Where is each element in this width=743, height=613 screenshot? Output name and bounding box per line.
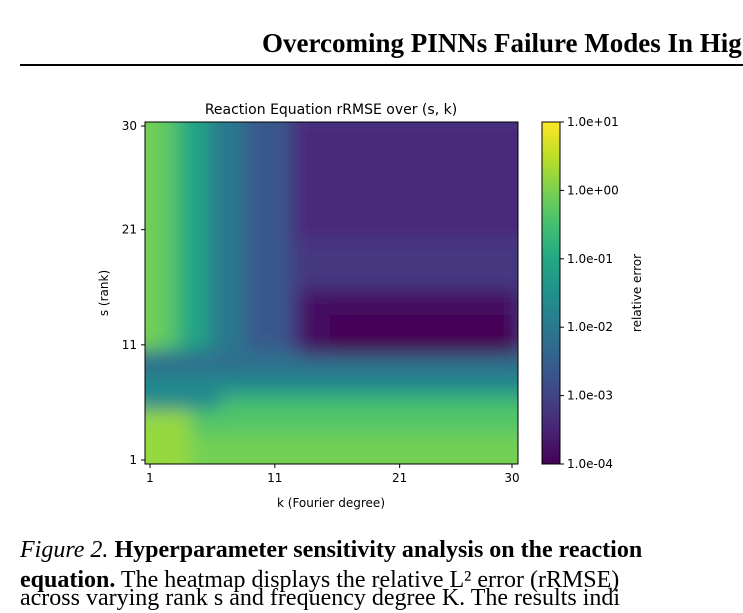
y-tick-label: 1 xyxy=(129,453,137,467)
y-axis-label: s (rank) xyxy=(97,270,111,316)
caption-label: Figure 2. xyxy=(20,537,109,563)
x-tick-label: 1 xyxy=(146,471,154,485)
caption-text-2: The heatmap displays the relative L² err… xyxy=(115,567,620,593)
x-tick-label: 21 xyxy=(392,471,407,485)
x-tick-label: 30 xyxy=(504,471,519,485)
colorbar-ticks: 1.0e+01 1.0e+00 1.0e-01 1.0e-02 1.0e-03 1.0e-… xyxy=(560,115,619,471)
caption-line-3: across varying rank s and frequency degr… xyxy=(20,583,740,613)
colorbar xyxy=(541,121,561,465)
caption-text-3: across varying rank s and frequency degr… xyxy=(20,585,621,611)
x-axis-label: k (Fourier degree) xyxy=(277,496,385,510)
caption-line-1: Figure 2. Hyperparameter sensitivity ana… xyxy=(20,535,740,565)
header-rule xyxy=(20,64,743,66)
colorbar-tick-label: 1.0e-03 xyxy=(567,389,613,403)
figure-caption: Figure 2. Hyperparameter sensitivity ana… xyxy=(20,535,740,613)
chart-title: Reaction Equation rRMSE over (s, k) xyxy=(205,102,457,118)
caption-bold-title: Hyperparameter sensitivity analysis on t… xyxy=(114,537,643,563)
colorbar-tick-label: 1.0e-02 xyxy=(567,320,613,334)
y-tick-label: 21 xyxy=(122,223,137,237)
y-tick-label: 30 xyxy=(122,119,137,133)
caption-bold-2: equation. xyxy=(20,567,116,593)
running-title: Overcoming PINNs Failure Modes In Hig xyxy=(262,28,742,58)
caption-line-2: equation. The heatmap displays the relat… xyxy=(20,565,740,595)
colorbar-label: relative error xyxy=(630,254,644,332)
colorbar-tick-label: 1.0e-04 xyxy=(567,457,613,471)
colorbar-tick-label: 1.0e-01 xyxy=(567,252,613,266)
colorbar-tick-label: 1.0e+01 xyxy=(567,115,619,129)
plot-frame xyxy=(144,121,519,465)
running-head: Overcoming PINNs Failure Modes In Hig xyxy=(0,28,743,62)
y-tick-label: 11 xyxy=(122,338,137,352)
x-tick-label: 11 xyxy=(267,471,282,485)
heatmap-field xyxy=(145,122,518,464)
colorbar-tick-label: 1.0e+00 xyxy=(567,183,619,197)
heatmap-figure: Reaction Equation rRMSE over (s, k) 1 11 2… xyxy=(97,102,644,510)
